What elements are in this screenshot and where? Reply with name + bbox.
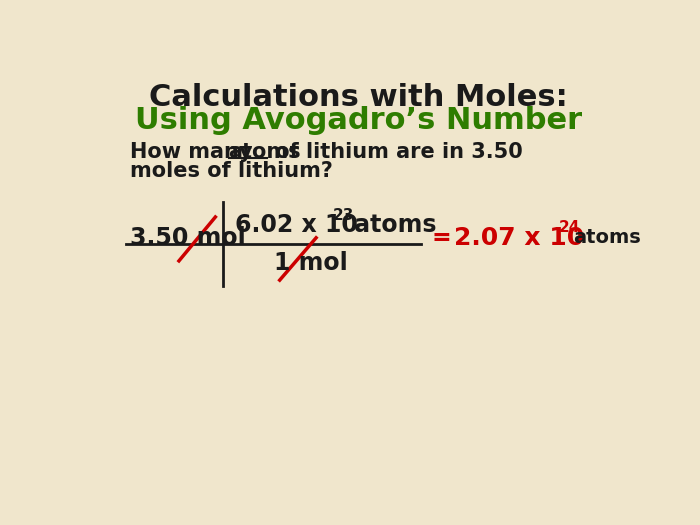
Text: moles of lithium?: moles of lithium? [130,161,333,181]
Text: =: = [433,226,461,250]
Text: How many: How many [130,142,260,162]
Text: 1 mol: 1 mol [274,251,347,275]
Text: atoms: atoms [228,142,301,162]
Text: Calculations with Moles:: Calculations with Moles: [149,83,568,112]
Text: 23: 23 [332,208,354,223]
Text: of lithium are in 3.50: of lithium are in 3.50 [268,142,523,162]
Text: 3.50 mol: 3.50 mol [130,226,246,250]
Text: atoms: atoms [573,228,641,247]
Text: 6.02 x 10: 6.02 x 10 [234,213,358,237]
Text: 24: 24 [559,219,580,235]
Text: 2.07 x 10: 2.07 x 10 [454,226,584,250]
Text: Using Avogadro’s Number: Using Avogadro’s Number [135,106,582,135]
Text: atoms: atoms [346,213,436,237]
